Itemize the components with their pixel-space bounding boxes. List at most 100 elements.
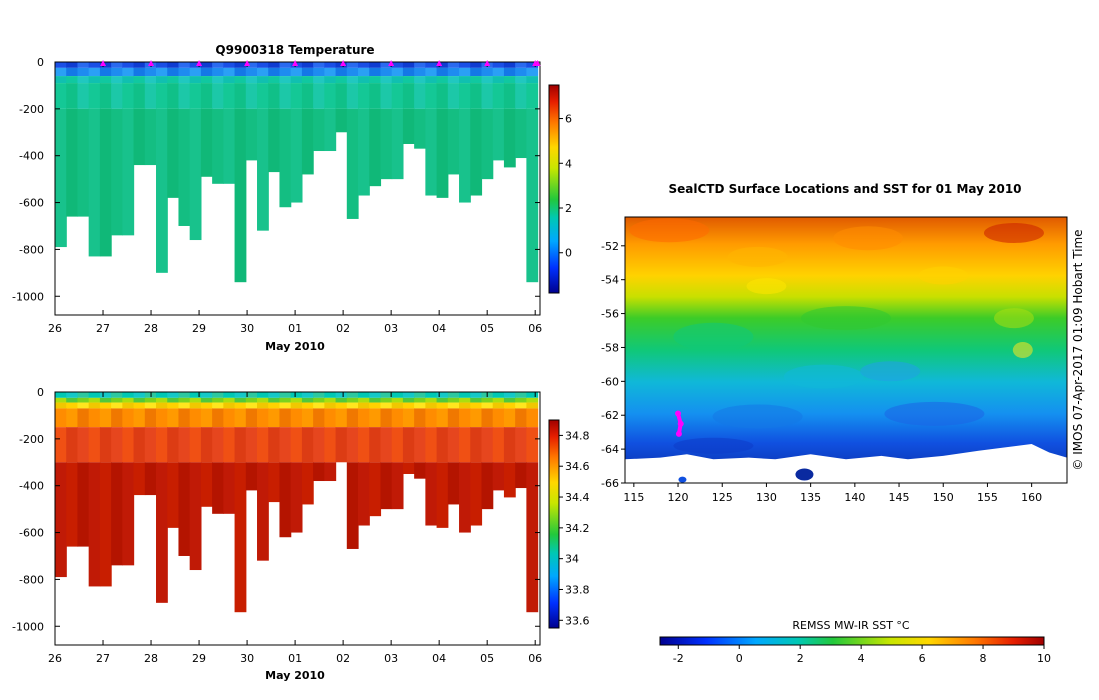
profile-cell [526,408,539,428]
profile-cell [178,108,191,226]
profile-cell [290,402,303,409]
profile-cell [515,397,527,403]
profile-cell [268,392,281,398]
profile-cell [402,462,415,474]
surface-location-marker [196,60,203,66]
profile-cell [526,62,539,68]
profile-cell [133,62,146,68]
profile-cell [481,83,494,109]
profile-cell [189,392,202,398]
profile-cell [234,392,247,398]
profile-cell [425,76,438,84]
y-tick-label: -400 [19,480,44,493]
profile-cell [313,427,325,463]
temperature-xlabel: May 2010 [265,340,325,353]
colorbar-tick-label: 34.4 [565,491,590,504]
profile-column [380,62,393,180]
lat-tick-label: -56 [601,308,619,321]
profile-cell [279,408,292,428]
sst-colorbar-tick-label: 6 [919,652,926,665]
profile-cell [414,392,426,398]
profile-cell [234,462,247,613]
profile-cell [122,397,135,403]
profile-cell [212,76,224,84]
profile-cell [245,462,258,491]
profile-cell [515,402,527,409]
profile-cell [391,62,404,68]
profile-cell [77,392,90,398]
profile-cell [414,462,426,479]
profile-cell [167,76,180,84]
lon-tick-label: 150 [933,491,954,504]
profile-cell [414,108,426,149]
profile-cell [66,427,79,463]
sst-colorbar-tick-label: 4 [858,652,865,665]
profile-cell [111,108,123,236]
profile-cell [99,408,112,428]
profile-cell [88,108,101,257]
profile-cell [313,67,325,77]
coastal-water-patch [678,476,687,483]
colorbar-tick-label: 34.6 [565,460,590,473]
profile-cell [111,402,123,409]
profile-column [99,392,112,587]
profile-cell [346,62,359,68]
profile-cell [436,83,449,109]
profile-cell [492,427,505,463]
profile-cell [402,108,415,144]
profile-cell [503,108,516,168]
profile-cell [470,408,483,428]
profile-column [503,392,516,498]
profile-cell [55,62,67,68]
profile-cell [77,62,90,68]
profile-cell [167,408,180,428]
x-tick-label: 26 [48,652,62,665]
profile-cell [234,62,247,68]
profile-cell [279,83,292,109]
profile-column [223,62,236,184]
profile-cell [167,392,180,398]
profile-cell [189,108,202,241]
profile-column [335,62,348,133]
profile-column [414,62,426,149]
colorbar-tick-label: 34.8 [565,429,590,442]
sst-texture-patch [673,437,754,454]
profile-cell [257,408,269,428]
profile-cell [492,402,505,409]
profile-cell [99,402,112,409]
profile-cell [447,67,460,77]
profile-cell [200,408,213,428]
profile-column [346,62,359,219]
profile-cell [459,67,471,77]
profile-cell [369,402,382,409]
profile-cell [459,408,471,428]
profile-column [301,62,314,175]
profile-cell [200,83,213,109]
profile-cell [268,408,281,428]
profile-column [459,392,471,533]
profile-cell [212,402,224,409]
profile-cell [447,427,460,463]
x-tick-label: 28 [144,322,158,335]
profile-cell [133,397,146,403]
sst-colorbar-tick-label: 10 [1037,652,1051,665]
lat-tick-label: -60 [601,375,619,388]
profile-cell [122,62,135,68]
profile-cell [257,402,269,409]
profile-cell [77,76,90,84]
profile-cell [391,83,404,109]
profile-cell [122,462,135,566]
profile-cell [380,408,393,428]
profile-cell [178,427,191,463]
map-axes-frame [624,216,1068,484]
profile-cell [77,408,90,428]
colorbar-tick-label: 33.8 [565,583,590,596]
profile-cell [212,108,224,184]
profile-cell [481,402,494,409]
profile-cell [257,62,269,68]
profile-cell [481,67,494,77]
profile-cell [369,76,382,84]
x-tick-label: 03 [384,652,398,665]
profile-cell [178,62,191,68]
profile-cell [200,397,213,403]
